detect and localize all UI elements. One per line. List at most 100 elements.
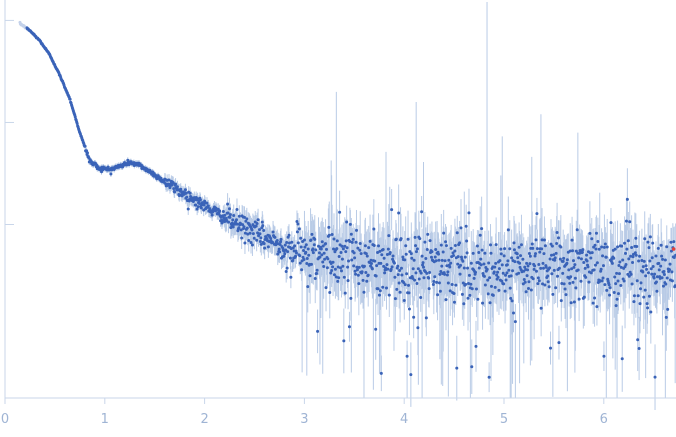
data-point xyxy=(466,266,470,270)
data-point xyxy=(596,240,600,244)
data-point xyxy=(302,238,306,242)
data-point xyxy=(271,230,275,234)
data-point xyxy=(403,283,407,287)
data-point xyxy=(247,239,251,243)
data-point xyxy=(585,259,589,263)
data-point xyxy=(338,210,342,214)
data-point xyxy=(494,243,498,247)
data-point xyxy=(390,208,394,212)
data-point xyxy=(445,264,449,268)
data-point xyxy=(302,257,306,261)
data-point xyxy=(223,213,227,217)
data-point xyxy=(550,272,554,276)
data-point xyxy=(278,250,282,254)
data-point xyxy=(294,254,298,258)
data-point xyxy=(609,221,613,225)
data-point xyxy=(365,254,369,258)
data-point xyxy=(524,290,528,294)
data-point xyxy=(370,267,374,271)
data-point xyxy=(325,266,329,270)
data-point xyxy=(510,299,514,303)
data-point xyxy=(597,247,601,251)
data-point xyxy=(304,250,308,254)
data-point xyxy=(602,354,606,358)
data-point xyxy=(332,247,336,251)
data-point xyxy=(354,240,358,244)
data-point xyxy=(246,232,250,236)
data-point xyxy=(381,285,385,289)
data-point xyxy=(109,172,113,176)
data-point xyxy=(85,151,89,155)
data-point xyxy=(453,249,457,253)
data-point xyxy=(322,264,326,268)
data-point xyxy=(199,206,203,210)
data-point xyxy=(347,325,351,329)
data-point xyxy=(337,276,341,280)
data-point xyxy=(546,274,550,278)
data-point xyxy=(570,267,574,271)
data-point xyxy=(534,252,538,256)
data-point xyxy=(482,262,486,266)
data-point xyxy=(339,250,343,254)
data-point xyxy=(577,297,581,301)
data-point xyxy=(196,205,200,209)
data-point xyxy=(491,293,495,297)
data-point xyxy=(668,268,672,272)
data-point xyxy=(424,257,428,261)
data-point xyxy=(599,267,603,271)
data-point xyxy=(411,267,415,271)
data-point xyxy=(564,293,568,297)
data-point xyxy=(557,341,561,345)
data-point xyxy=(646,306,650,310)
data-point xyxy=(259,242,263,246)
data-point xyxy=(448,289,452,293)
data-point xyxy=(617,272,621,276)
data-point xyxy=(476,297,480,301)
data-point xyxy=(624,251,628,255)
data-point xyxy=(312,243,316,247)
data-point xyxy=(654,254,658,258)
data-point xyxy=(470,287,474,291)
data-point xyxy=(650,272,654,276)
data-point xyxy=(543,283,547,287)
data-point xyxy=(244,219,248,223)
data-point xyxy=(235,207,239,211)
data-point xyxy=(171,181,175,185)
data-point xyxy=(307,253,311,257)
data-point xyxy=(624,263,628,267)
data-point xyxy=(414,250,418,254)
data-point xyxy=(423,240,427,244)
data-point xyxy=(673,284,676,288)
data-point xyxy=(284,270,288,274)
data-point xyxy=(348,222,352,226)
data-point xyxy=(331,260,335,264)
data-point xyxy=(669,249,673,253)
data-point xyxy=(579,279,583,283)
data-point xyxy=(252,236,256,240)
data-point xyxy=(519,243,523,247)
data-point xyxy=(537,262,541,266)
data-point xyxy=(320,253,324,257)
data-point xyxy=(447,258,451,262)
data-point xyxy=(418,237,422,241)
data-point xyxy=(546,280,550,284)
data-point xyxy=(285,240,289,244)
data-point xyxy=(525,261,529,265)
data-point xyxy=(254,224,258,228)
axes xyxy=(4,0,676,399)
data-point xyxy=(305,262,309,266)
data-point xyxy=(662,269,666,273)
data-point xyxy=(425,248,429,252)
data-point xyxy=(396,264,400,268)
data-point xyxy=(465,251,469,255)
data-point xyxy=(175,185,179,189)
data-point xyxy=(428,239,432,243)
data-point xyxy=(375,264,379,268)
data-point xyxy=(465,239,469,243)
data-point xyxy=(407,307,411,311)
data-point xyxy=(409,373,413,377)
data-point xyxy=(349,296,353,300)
data-point xyxy=(195,207,199,211)
data-point xyxy=(553,258,557,262)
data-point xyxy=(317,251,321,255)
